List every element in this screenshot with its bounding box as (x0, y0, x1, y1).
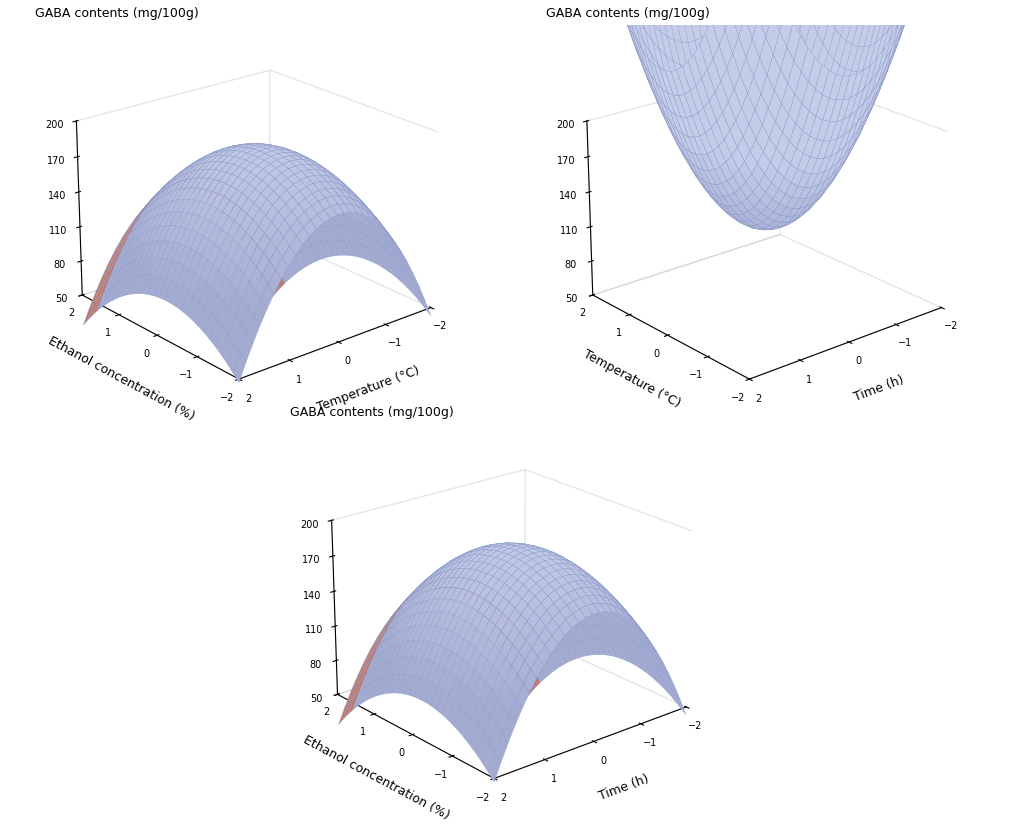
Y-axis label: Temperature (°C): Temperature (°C) (581, 348, 683, 410)
Y-axis label: Ethanol concentration (%): Ethanol concentration (%) (46, 334, 197, 423)
Text: GABA contents (mg/100g): GABA contents (mg/100g) (290, 406, 454, 419)
X-axis label: Time (h): Time (h) (597, 773, 651, 803)
Text: GABA contents (mg/100g): GABA contents (mg/100g) (545, 7, 710, 20)
Y-axis label: Ethanol concentration (%): Ethanol concentration (%) (301, 734, 452, 823)
X-axis label: Temperature (°C): Temperature (°C) (315, 364, 422, 414)
Text: GABA contents (mg/100g): GABA contents (mg/100g) (35, 7, 199, 20)
X-axis label: Time (h): Time (h) (853, 374, 907, 404)
